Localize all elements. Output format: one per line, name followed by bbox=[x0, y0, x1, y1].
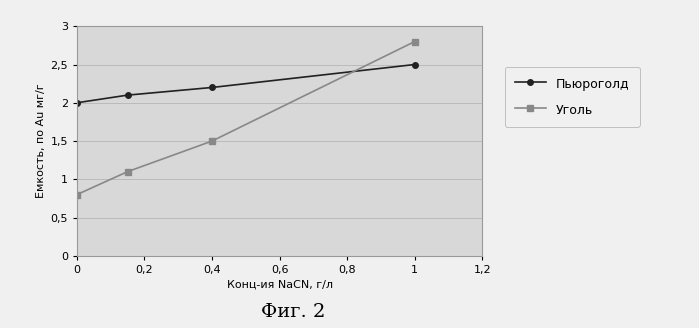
Пьюроголд bbox=[123, 93, 131, 97]
Text: Фиг. 2: Фиг. 2 bbox=[261, 303, 326, 321]
Line: Пьюроголд: Пьюроголд bbox=[74, 62, 417, 106]
Уголь bbox=[410, 40, 419, 44]
X-axis label: Конц-ия NaCN, г/л: Конц-ия NaCN, г/л bbox=[226, 279, 333, 289]
Уголь bbox=[123, 170, 131, 174]
Line: Уголь: Уголь bbox=[74, 39, 417, 197]
Уголь bbox=[73, 193, 81, 196]
Y-axis label: Емкость, по Au мг/г: Емкость, по Au мг/г bbox=[36, 84, 46, 198]
Пьюроголд bbox=[73, 101, 81, 105]
Legend: Пьюроголд, Уголь: Пьюроголд, Уголь bbox=[505, 67, 640, 127]
Уголь bbox=[208, 139, 216, 143]
Пьюроголд bbox=[208, 86, 216, 90]
Пьюроголд bbox=[410, 63, 419, 67]
